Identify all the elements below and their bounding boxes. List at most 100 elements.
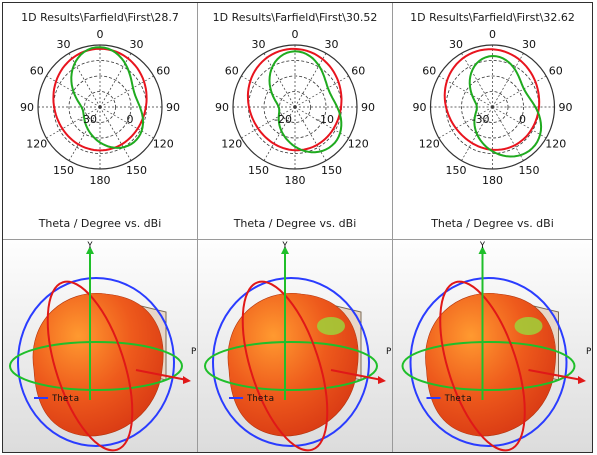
polar-angle-label: 180 <box>482 174 503 187</box>
p-axis-label: P <box>386 347 392 357</box>
polar-angle-label: 60 <box>225 65 239 78</box>
polar-panel-3[interactable]: 1D Results\Farfield\First\32.62 0 30 60 90 1… <box>393 3 592 240</box>
y-axis-label: Y <box>480 241 486 251</box>
p-axis-line <box>135 369 188 381</box>
polar-angle-label: 90 <box>559 101 573 114</box>
polar-spoke <box>68 53 101 108</box>
polar-angle-label: 90 <box>413 101 427 114</box>
phi-circle <box>212 277 370 447</box>
polar-angle-label: 150 <box>321 164 342 177</box>
p-axis-label: P <box>586 347 592 357</box>
polar-angle-label: 60 <box>549 65 563 78</box>
p-axis-arrow <box>578 376 586 384</box>
polar-title: 1D Results\Farfield\First\28.7 <box>21 11 179 24</box>
y-axis-label: Y <box>87 241 93 251</box>
theta-circle <box>439 280 526 452</box>
pattern-view-3[interactable]: Y P Theta <box>393 240 592 452</box>
radiation-pattern-body <box>425 292 556 437</box>
polar-angle-label: 30 <box>522 38 536 51</box>
radiation-pattern-body <box>227 292 359 437</box>
polar-angle-label: 150 <box>446 164 467 177</box>
theta-circle <box>241 280 329 452</box>
pattern-view-1[interactable]: Y P Theta <box>3 240 198 452</box>
y-axis-arrow <box>478 246 487 254</box>
polar-angle-label: 180 <box>285 174 306 187</box>
polar-angle-label: 60 <box>30 65 44 78</box>
polar-angle-label: 120 <box>545 138 566 151</box>
radiation-pattern-body <box>32 292 164 437</box>
polar-trace-red <box>246 47 343 152</box>
phi-circle <box>409 277 568 447</box>
polar-axis-caption: Theta / Degree vs. dBi <box>233 217 357 230</box>
polar-angle-label: 90 <box>361 101 375 114</box>
theta-circle <box>46 280 134 452</box>
polar-angle-label: 90 <box>215 101 229 114</box>
polar-ring-label: -30 <box>472 113 490 126</box>
y-axis-arrow <box>281 246 289 254</box>
polar-spoke <box>294 53 327 108</box>
polar-grid-ring <box>279 91 311 123</box>
polar-angle-label: 30 <box>449 38 463 51</box>
y-axis-label: Y <box>282 241 288 251</box>
polar-angle-label: 60 <box>422 65 436 78</box>
pattern-canvas[interactable]: Y P Theta <box>393 240 592 452</box>
polar-angle-label: 120 <box>419 138 440 151</box>
p-axis-label: P <box>191 347 197 357</box>
polar-angle-label: 120 <box>348 138 369 151</box>
polar-angle-label: 150 <box>519 164 540 177</box>
horizon-circle <box>401 341 576 391</box>
polar-panel-1[interactable]: 1D Results\Farfield\First\28.7 0 30 60 90 12… <box>3 3 198 240</box>
polar-title: 1D Results\Farfield\First\30.52 <box>212 11 378 24</box>
pattern-null-spot <box>514 317 543 335</box>
polar-trace-red <box>52 47 148 152</box>
polar-ring-label: -10 <box>316 113 334 126</box>
polar-trace-green <box>70 46 145 149</box>
pattern-canvas[interactable]: Y P Theta <box>3 240 197 452</box>
polar-spoke <box>99 53 132 108</box>
polar-angle-label: 0 <box>292 29 299 41</box>
p-axis-arrow <box>183 376 191 384</box>
horizon-circle <box>204 341 378 391</box>
polar-grid-ring <box>84 91 116 123</box>
polar-angle-label: 0 <box>489 29 496 41</box>
polar-angle-label: 150 <box>126 164 147 177</box>
polar-plot[interactable]: 0 30 60 90 120 150 180 150 120 90 60 30 -30 0 <box>393 29 592 217</box>
polar-grid-ring <box>461 75 524 139</box>
polar-trace-green <box>468 54 543 158</box>
polar-angle-label: 30 <box>325 38 339 51</box>
polar-plot[interactable]: 0 30 60 90 120 150 180 150 120 90 60 30 -30 0 <box>3 29 197 217</box>
y-axis-arrow <box>86 246 94 254</box>
theta-label: Theta <box>52 394 79 404</box>
polar-ring-label: -30 <box>79 113 97 126</box>
polar-angle-label: 30 <box>130 38 144 51</box>
polar-angle-label: 120 <box>26 138 47 151</box>
polar-angle-label: 120 <box>221 138 242 151</box>
row-divider <box>3 239 592 240</box>
polar-grid-ring <box>476 91 509 123</box>
pattern-canvas[interactable]: Y P Theta <box>198 240 392 452</box>
polar-trace-red <box>443 48 541 151</box>
polar-spoke <box>241 75 296 108</box>
phi-circle <box>17 277 175 447</box>
polar-panel-2[interactable]: 1D Results\Farfield\First\30.52 0 30 60 90 1… <box>198 3 393 240</box>
polar-ring-label: 0 <box>519 113 526 126</box>
p-axis-arrow <box>378 376 386 384</box>
polar-angle-label: 180 <box>90 174 111 187</box>
polar-angle-label: 120 <box>153 138 174 151</box>
theta-label: Theta <box>445 394 472 404</box>
polar-angle-label: 60 <box>156 65 170 78</box>
polar-angle-label: 90 <box>166 101 180 114</box>
horizon-circle <box>9 341 183 391</box>
polar-angle-label: 0 <box>97 29 104 41</box>
polar-axis-caption: Theta / Degree vs. dBi <box>38 217 162 230</box>
polar-angle-label: 90 <box>20 101 34 114</box>
polar-grid-ring <box>68 75 132 139</box>
pattern-view-2[interactable]: Y P Theta <box>198 240 393 452</box>
polar-plot[interactable]: 0 30 60 90 120 150 180 150 120 90 60 30 -20 -10 <box>198 29 392 217</box>
polar-angle-label: 30 <box>252 38 266 51</box>
p-axis-line <box>330 369 383 381</box>
pattern-null-spot <box>317 317 345 335</box>
polar-ring-label: -20 <box>274 113 292 126</box>
polar-angle-label: 30 <box>57 38 71 51</box>
